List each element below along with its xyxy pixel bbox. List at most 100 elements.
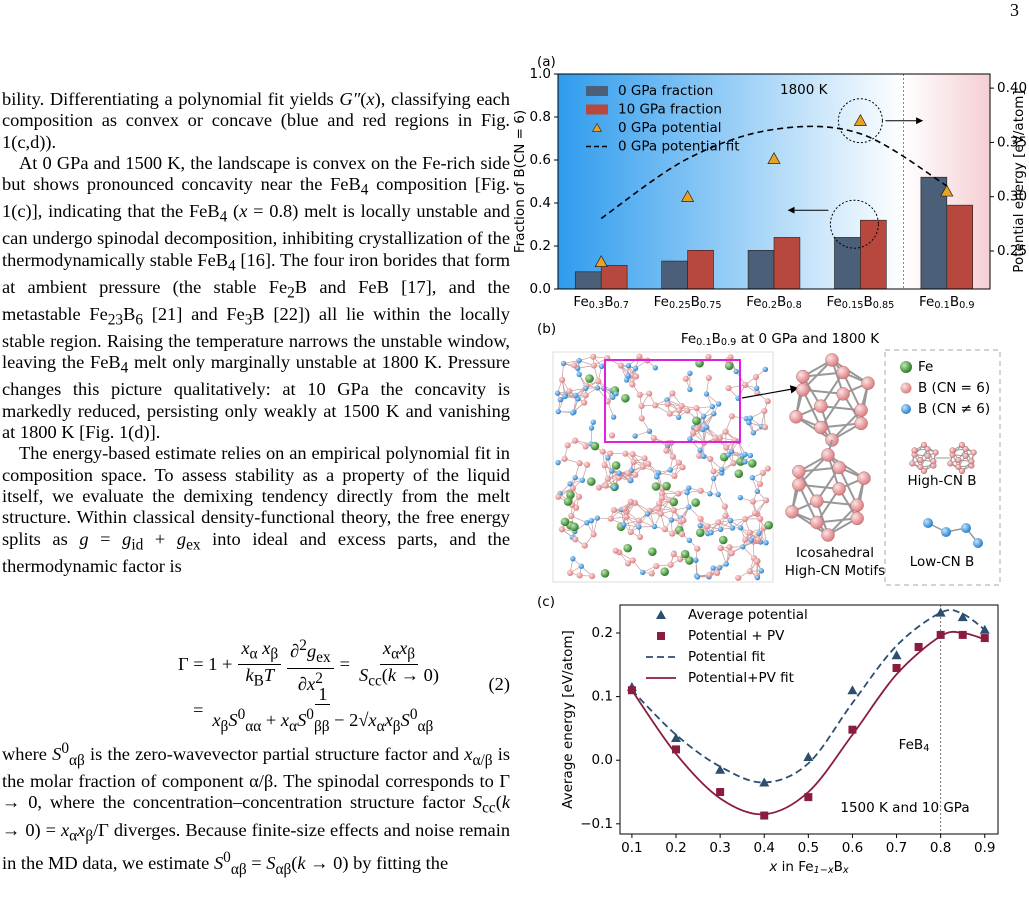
text-run: 10 GPa fraction: [618, 102, 722, 118]
atom: [625, 372, 631, 379]
motif-bond: [791, 510, 829, 536]
text-run: B: [834, 859, 843, 875]
text-run: Potential+PV fit: [688, 670, 794, 686]
atom: [555, 459, 561, 466]
text-run: x: [399, 637, 408, 658]
y-tick-label: 0.6: [530, 152, 551, 168]
legend-label: B (CN = 6): [918, 380, 990, 396]
atom: [666, 410, 673, 417]
atom: [710, 565, 716, 571]
text-run: S: [358, 665, 369, 686]
frame: [557, 73, 991, 290]
marker: [853, 113, 867, 126]
atom: [560, 360, 567, 367]
text-run: 0.9: [974, 840, 995, 856]
frame: [619, 604, 999, 835]
atom: [670, 507, 677, 514]
atom: [727, 517, 734, 524]
atom: [753, 558, 761, 565]
text-run: g: [122, 528, 132, 549]
equation-number: (2): [488, 674, 510, 694]
atom: [658, 490, 666, 497]
atom: [752, 509, 759, 517]
atom: [725, 384, 732, 392]
text-run: x: [212, 710, 221, 731]
y2-tick-label: 0.30: [997, 189, 1027, 205]
atom: [733, 368, 739, 375]
atom: [721, 503, 728, 510]
atom: [636, 353, 643, 360]
fit-line: [631, 609, 986, 784]
y2-tick-label: 0.40: [997, 80, 1027, 96]
text-run: ββ: [313, 717, 330, 735]
bar: [946, 204, 974, 290]
atom: [576, 572, 583, 579]
atom: [708, 529, 714, 536]
x-axis-label: x in Fe1−xBx: [768, 859, 849, 876]
text-run: S: [266, 852, 276, 873]
eq-num: xα xβ: [238, 638, 282, 666]
bar: [687, 250, 714, 290]
atom: [611, 461, 621, 470]
text-run: 0.35: [997, 134, 1027, 150]
text-run: x: [239, 201, 248, 222]
atom: [761, 407, 768, 415]
atom: [594, 385, 601, 391]
text-run: 23: [107, 311, 124, 329]
atom: [569, 485, 576, 492]
x-tick-label: 0.7: [886, 840, 907, 856]
atom: [679, 531, 686, 538]
atom: [572, 536, 579, 543]
y-axis-label: Fraction of B(CN = 6): [512, 110, 528, 253]
legend-swatch: [586, 104, 608, 115]
motif-bond: [801, 389, 822, 428]
atom: [582, 392, 589, 399]
atom: [687, 386, 693, 393]
atom: [638, 415, 645, 422]
atom: [763, 540, 769, 546]
legend-label: Potential + PV: [688, 628, 785, 644]
text-run: 0: [223, 848, 231, 866]
text-run: β: [407, 645, 416, 663]
legend-label: 0 GPa potential fit: [618, 139, 740, 155]
bond: [740, 527, 752, 541]
atom: [601, 462, 608, 469]
text-run: id: [131, 536, 144, 554]
atom: [554, 390, 561, 396]
marker: [980, 634, 989, 643]
atom: [621, 505, 628, 512]
atom: [621, 521, 627, 528]
motif-bond: [838, 467, 859, 506]
text-run: in Fe: [777, 859, 813, 875]
atom: [566, 490, 575, 500]
text-run: x: [384, 710, 393, 731]
motif-atom: [958, 441, 966, 449]
atom: [594, 515, 601, 521]
text-run: B: [777, 294, 786, 310]
atom: [742, 381, 749, 388]
atom: [599, 448, 606, 455]
atom: [728, 448, 735, 455]
atom: [566, 388, 573, 395]
atom: [697, 487, 704, 494]
y-tick-label: 0.1: [592, 689, 613, 705]
motif-atom: [789, 410, 803, 424]
x-tick-label: Fe0.2B0.8: [746, 294, 802, 311]
legend-label: 10 GPa fraction: [618, 102, 722, 118]
text-run: Average potential: [688, 607, 808, 623]
text-run: x: [768, 859, 778, 875]
atom: [629, 451, 636, 458]
atom: [616, 470, 622, 476]
text-run: x: [382, 637, 392, 658]
text-run: 0.2: [665, 840, 686, 856]
text-run: cc: [368, 673, 382, 691]
atom: [608, 468, 615, 474]
atom: [722, 512, 729, 519]
text-column: bility. Differentiating a polynomial fit…: [2, 89, 510, 577]
eq-text: =: [339, 654, 350, 675]
marker: [892, 663, 901, 672]
atom: [710, 468, 717, 475]
text-run: 3: [244, 311, 253, 329]
text-run: T: [263, 665, 275, 686]
text-run: S: [52, 744, 62, 765]
